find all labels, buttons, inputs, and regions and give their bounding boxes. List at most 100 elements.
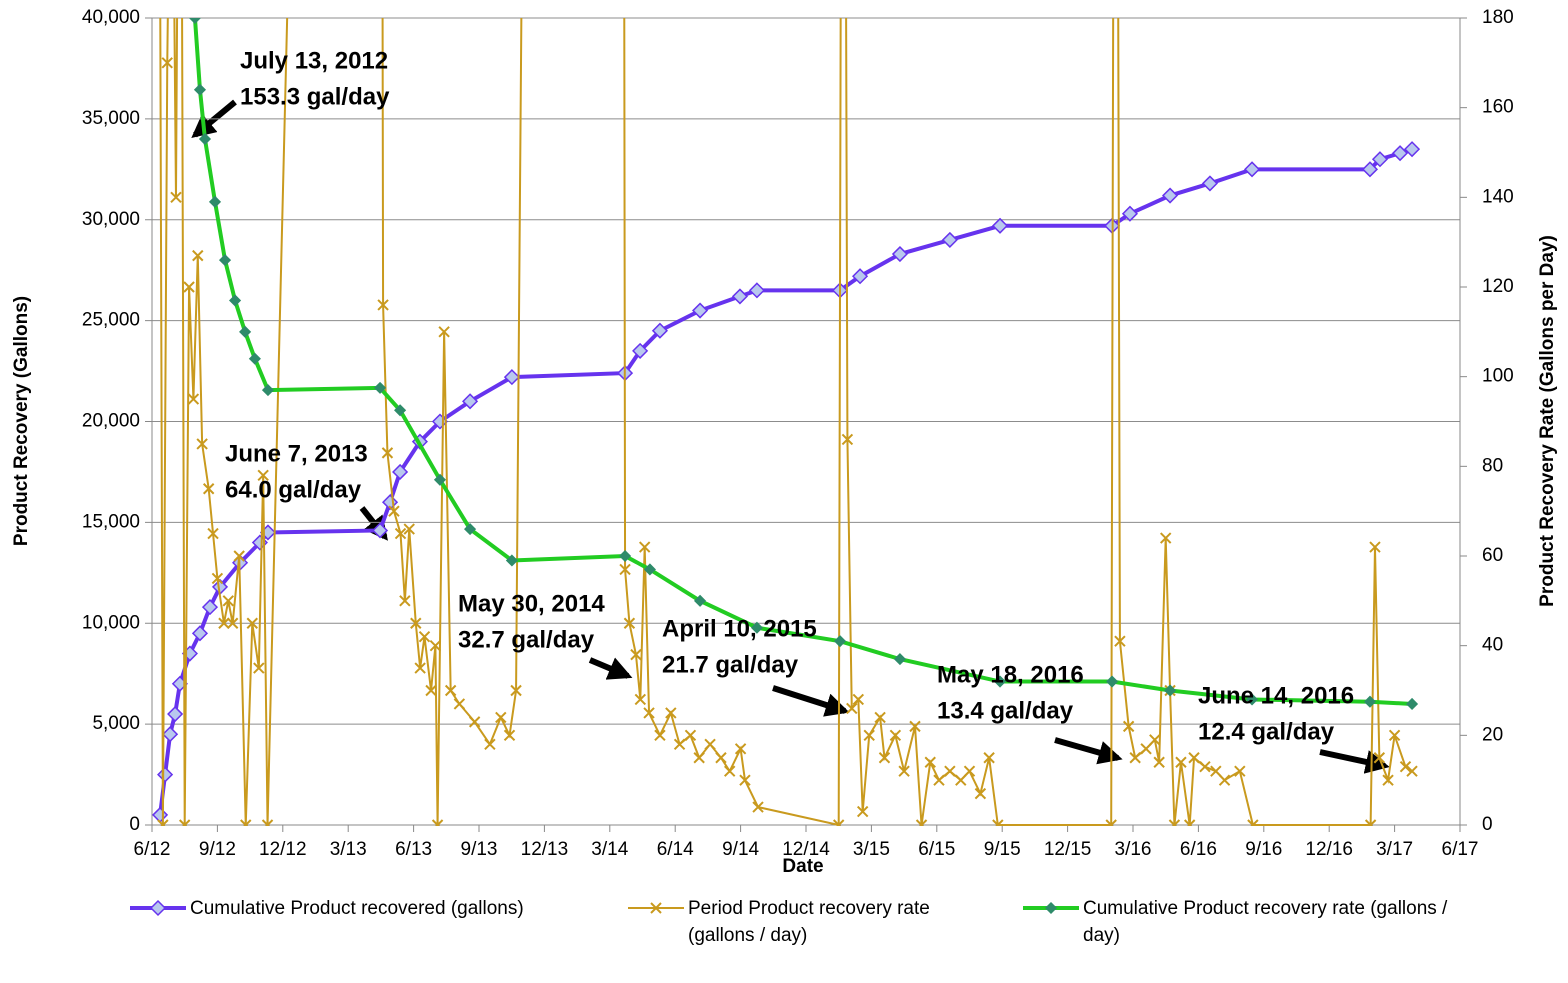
diamond-marker (852, 268, 869, 285)
x-tick-label: 3/14 (591, 839, 628, 860)
diamond-marker (1371, 151, 1389, 168)
x-marker (211, 572, 224, 585)
x-marker (1199, 761, 1211, 773)
series-line (192, 18, 1413, 706)
x-marker (752, 801, 764, 813)
y2-tick-label: 100 (1482, 366, 1514, 387)
diamond-marker (1163, 684, 1177, 697)
y2-tick-label: 20 (1482, 724, 1503, 745)
x-marker (933, 774, 945, 786)
diamond-marker (248, 352, 261, 365)
x-marker (841, 433, 854, 446)
x-marker (410, 617, 422, 629)
annotation: 13.4 gal/day (937, 697, 1074, 724)
x-marker (739, 774, 751, 786)
x-marker (425, 684, 437, 697)
x-marker (196, 438, 208, 450)
diamond-marker (371, 522, 389, 539)
x-marker (1175, 756, 1187, 768)
x-tick-label: 12/13 (521, 839, 569, 860)
diamond-marker (691, 302, 709, 319)
x-tick-label: 6/12 (134, 839, 171, 860)
x-marker (1373, 752, 1386, 764)
legend-label: Cumulative Product recovery rate (gallon… (1083, 898, 1448, 946)
diamond-marker (618, 549, 632, 563)
x-marker (438, 326, 450, 338)
y2-tick-label: 160 (1482, 97, 1514, 118)
x-marker (734, 743, 747, 755)
x-marker (715, 752, 727, 764)
x-marker (403, 523, 415, 535)
x-marker (944, 765, 956, 777)
diamond-marker (505, 554, 518, 567)
annotation: June 14, 2016 (1198, 682, 1354, 709)
y-tick-label: 15,000 (82, 511, 140, 532)
diamond-marker (1405, 697, 1419, 711)
diamond-marker (201, 599, 219, 616)
x-tick-label: 3/17 (1376, 839, 1413, 860)
annotation: April 10, 2015 (662, 615, 817, 642)
x-tick-label: 9/15 (984, 839, 1021, 860)
diamond-marker (1201, 175, 1219, 192)
x-marker (915, 819, 928, 826)
x-marker (1188, 752, 1200, 764)
diamond-marker (632, 342, 649, 359)
diamond-marker (218, 254, 232, 267)
diamond-marker (1106, 675, 1119, 688)
y2-tick-label: 40 (1482, 635, 1503, 656)
diamond-marker (651, 322, 669, 339)
legend-swatch (1023, 901, 1079, 915)
x-marker (257, 469, 269, 482)
x-marker (704, 738, 716, 751)
x-tick-label: 9/16 (1245, 839, 1282, 860)
x-tick-label: 3/13 (330, 839, 367, 860)
diamond-marker (193, 83, 207, 96)
legend-label: Cumulative Product recovered (gallons) (190, 898, 524, 919)
x-marker (429, 639, 442, 652)
x-marker (381, 447, 394, 459)
x-tick-label: 12/12 (259, 839, 307, 860)
diamond-marker (191, 625, 209, 642)
diamond-marker (833, 635, 847, 648)
diamond-marker (1161, 187, 1179, 204)
y-tick-label: 20,000 (82, 411, 140, 432)
annotation: May 18, 2016 (937, 661, 1084, 688)
diamond-marker (750, 621, 764, 634)
diamond-marker (394, 404, 407, 417)
x-tick-label: 12/14 (782, 839, 830, 860)
x-marker (1153, 756, 1165, 768)
x-marker (207, 527, 219, 540)
diamond-marker (208, 195, 222, 208)
y-axis-title: Product Recovery (Gallons) (11, 296, 32, 546)
x-marker (619, 563, 631, 576)
x-tick-label: 6/15 (918, 839, 955, 860)
annotation: 21.7 gal/day (662, 651, 799, 678)
x-marker (955, 774, 967, 786)
x-marker (468, 716, 481, 728)
legend-item: Period Product recovery rate (gallons / … (628, 895, 988, 949)
x-marker (623, 617, 636, 629)
x-marker (418, 630, 431, 643)
y2-axis-title: Product Recovery Rate (Gallons per Day) (1537, 235, 1558, 607)
x-marker (1364, 819, 1377, 826)
x-marker (1114, 635, 1126, 647)
diamond-marker (162, 726, 179, 743)
diamond-marker (157, 766, 174, 783)
diamond-marker (261, 384, 275, 397)
y-tick-label: 35,000 (82, 108, 140, 129)
x-tick-label: 3/16 (1115, 839, 1152, 860)
x-marker (852, 693, 865, 706)
x-marker (846, 702, 858, 715)
x-marker (974, 787, 987, 800)
x-marker (161, 57, 173, 69)
x-marker (665, 707, 677, 719)
plot-area (152, 18, 1421, 826)
x-marker (218, 617, 230, 629)
diamond-marker (198, 132, 212, 146)
diamond-marker (228, 294, 242, 307)
x-marker (202, 483, 215, 495)
x-tick-label: 12/15 (1044, 839, 1092, 860)
x-marker (1210, 765, 1222, 777)
